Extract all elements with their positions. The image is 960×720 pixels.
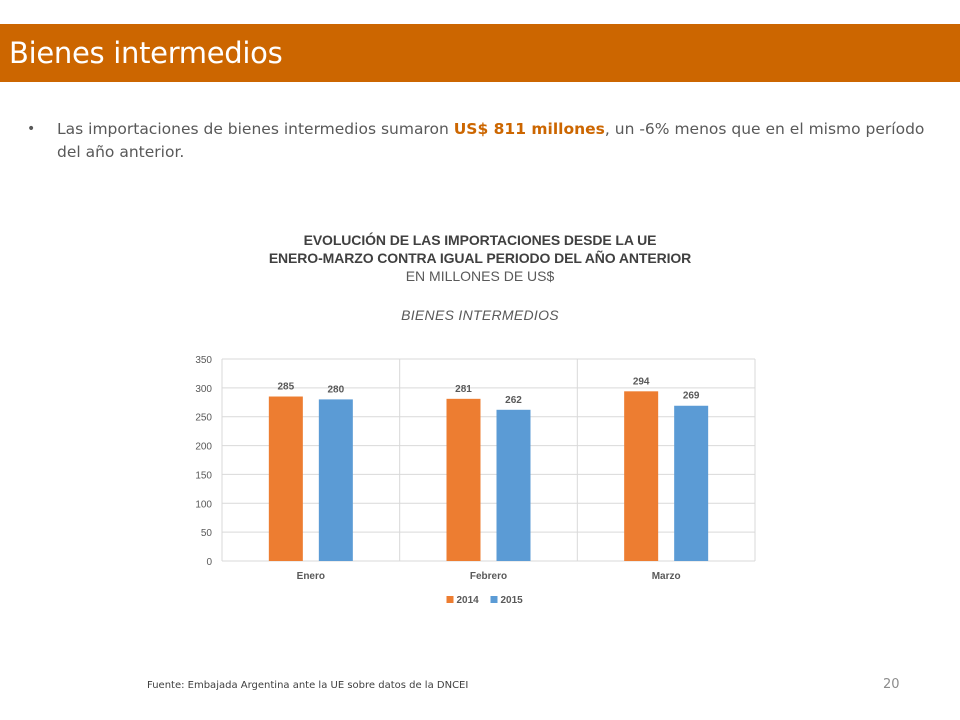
bar-enero-2014 xyxy=(268,396,303,561)
chart-heading-line2: ENERO-MARZO CONTRA IGUAL PERIODO DEL AÑO… xyxy=(268,250,692,266)
y-tick-label: 200 xyxy=(195,442,212,453)
data-label: 294 xyxy=(633,376,650,387)
y-tick-label: 250 xyxy=(195,413,212,424)
bar-marzo-2015 xyxy=(674,405,709,561)
bar-enero-2015 xyxy=(318,399,353,561)
legend-label-2014: 2014 xyxy=(457,595,480,606)
bar-febrero-2014 xyxy=(446,398,481,561)
x-tick-label: Febrero xyxy=(470,571,507,582)
bullet-text: Las importaciones de bienes intermedios … xyxy=(57,118,952,164)
bullet-dot-icon: • xyxy=(27,121,36,137)
bullet-text-after: , un -6% menos que en el mismo período d… xyxy=(57,120,925,161)
x-tick-label: Enero xyxy=(297,571,325,582)
bar-febrero-2015 xyxy=(496,409,531,561)
y-tick-label: 100 xyxy=(195,499,212,510)
legend-swatch-2014 xyxy=(446,596,454,603)
data-label: 281 xyxy=(455,384,472,395)
data-label: 280 xyxy=(327,384,344,395)
bar-chart: 0 50 100 150 200 250 300 350 285 280 Enero 281 262 Fe… xyxy=(195,355,756,606)
chart-heading-line3: EN MILLONES DE US$ xyxy=(405,268,555,284)
y-tick-label: 300 xyxy=(195,384,212,395)
chart-title: BIENES INTERMEDIOS xyxy=(401,307,559,323)
title-bar: Bienes intermedios xyxy=(0,24,960,82)
x-tick-label: Marzo xyxy=(652,571,681,582)
bullet-highlight-amount: US$ 811 millones xyxy=(453,120,605,138)
y-tick-label: 150 xyxy=(195,470,212,481)
page-number: 20 xyxy=(883,677,900,692)
legend-swatch-2015 xyxy=(490,596,498,603)
source-note: Fuente: Embajada Argentina ante la UE so… xyxy=(147,680,469,691)
data-label: 269 xyxy=(683,391,700,402)
bar-marzo-2014 xyxy=(624,391,659,561)
slide-title: Bienes intermedios xyxy=(9,36,283,70)
chart-heading-line1: EVOLUCIÓN DE LAS IMPORTACIONES DESDE LA … xyxy=(303,232,657,248)
bullet-text-before: Las importaciones de bienes intermedios … xyxy=(57,120,454,138)
y-tick-label: 0 xyxy=(206,557,212,568)
y-tick-label: 50 xyxy=(201,528,213,539)
data-label: 285 xyxy=(277,382,294,393)
data-label: 262 xyxy=(505,395,522,406)
legend-label-2015: 2015 xyxy=(501,595,524,606)
y-tick-label: 350 xyxy=(195,355,212,366)
